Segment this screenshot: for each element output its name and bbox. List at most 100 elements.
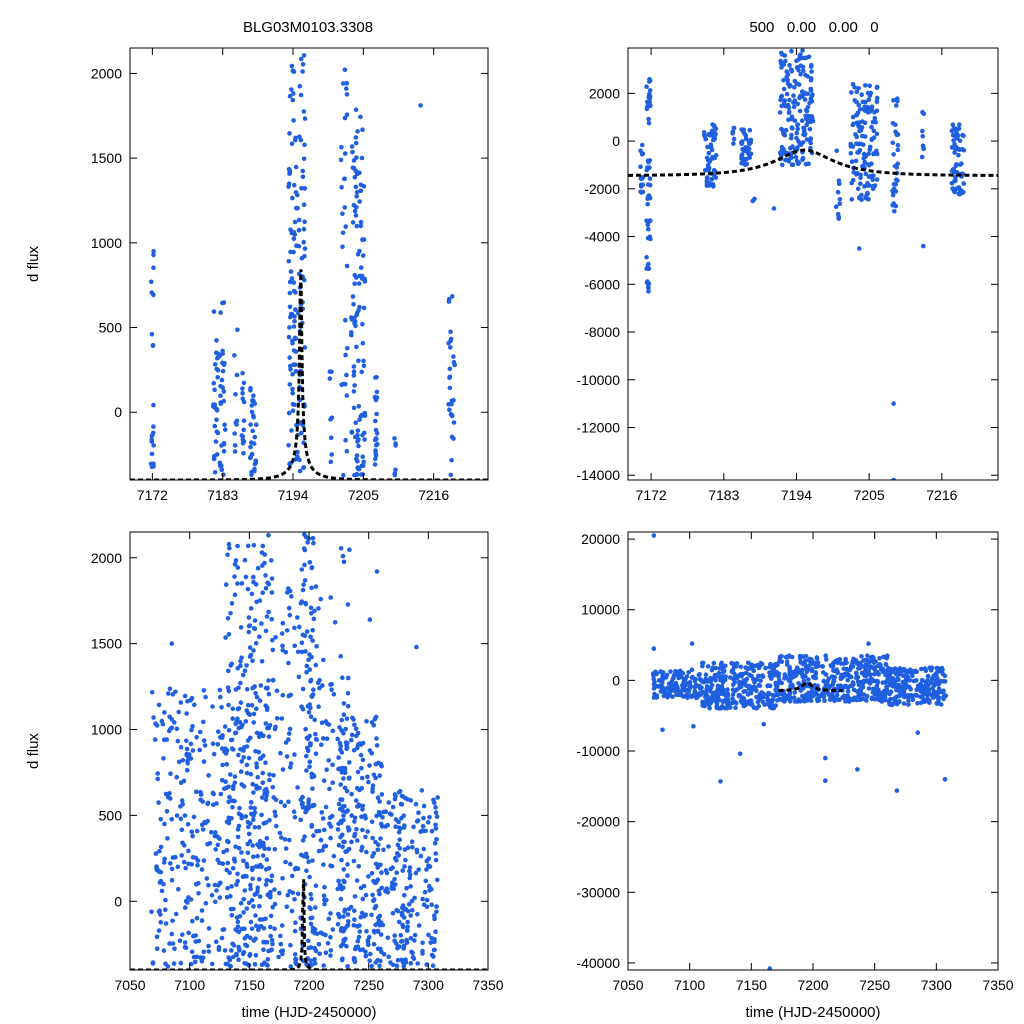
data-point	[273, 797, 279, 803]
data-point	[156, 702, 162, 708]
data-point	[374, 395, 380, 400]
data-point	[287, 461, 293, 467]
data-point	[359, 775, 365, 781]
data-point	[174, 813, 180, 818]
data-point	[808, 88, 814, 93]
data-point	[173, 689, 178, 695]
data-point	[314, 644, 319, 649]
data-point	[288, 367, 293, 372]
data-point	[234, 418, 240, 424]
data-point	[864, 678, 870, 683]
data-point	[940, 671, 946, 677]
data-point	[384, 870, 390, 876]
data-point	[169, 931, 175, 937]
data-point	[375, 441, 380, 447]
data-point	[291, 182, 297, 188]
x-tick-label: 7194	[277, 487, 308, 503]
data-point	[307, 560, 313, 565]
data-point	[951, 138, 956, 143]
data-point	[230, 954, 236, 960]
data-point	[218, 310, 223, 315]
data-point	[326, 758, 332, 763]
data-point	[330, 927, 336, 932]
data-point	[300, 587, 306, 593]
data-point	[432, 913, 437, 918]
data-point	[280, 692, 286, 698]
data-point	[160, 721, 166, 727]
data-point	[293, 349, 299, 354]
data-point	[307, 874, 312, 880]
data-point	[296, 244, 302, 249]
data-point	[412, 895, 417, 901]
data-point	[403, 857, 408, 863]
data-point	[246, 831, 252, 837]
data-point	[703, 672, 709, 677]
data-point	[890, 676, 895, 681]
data-point	[765, 695, 770, 701]
data-point	[934, 690, 939, 695]
data-point	[356, 404, 362, 409]
data-point	[739, 153, 744, 159]
data-point	[784, 662, 790, 667]
data-point	[291, 249, 296, 255]
data-point	[379, 763, 385, 769]
data-point	[787, 97, 792, 103]
data-point	[235, 827, 241, 832]
data-point	[855, 186, 861, 191]
data-point	[249, 403, 255, 408]
y-tick-label: 0	[114, 893, 122, 909]
data-point	[872, 672, 877, 677]
data-point	[907, 684, 912, 690]
data-point	[271, 773, 276, 778]
data-point	[749, 673, 754, 679]
data-point	[168, 796, 173, 801]
data-point	[241, 755, 246, 760]
data-point	[243, 942, 248, 948]
data-point	[233, 392, 238, 397]
data-point	[176, 709, 181, 715]
data-point	[322, 901, 327, 907]
data-point	[865, 90, 871, 96]
data-point	[238, 901, 244, 906]
data-point	[957, 162, 963, 167]
data-point	[302, 578, 308, 583]
data-point	[341, 559, 347, 565]
data-point	[411, 824, 416, 830]
data-point	[263, 721, 269, 726]
data-point	[168, 771, 173, 776]
data-point	[292, 897, 297, 902]
data-point	[709, 182, 715, 187]
data-point	[341, 776, 346, 781]
data-point	[190, 918, 195, 924]
data-point	[302, 116, 308, 121]
data-point	[342, 768, 348, 773]
data-point	[701, 130, 707, 135]
y-tick-label: -10000	[576, 743, 620, 759]
data-point	[686, 670, 691, 675]
data-point	[287, 290, 293, 296]
data-point	[733, 705, 738, 710]
data-point	[361, 459, 367, 465]
data-point	[272, 847, 278, 852]
data-point	[301, 582, 306, 587]
data-point	[715, 683, 721, 689]
data-point	[259, 550, 265, 555]
data-point	[354, 453, 360, 458]
data-point	[296, 217, 302, 223]
data-point	[961, 133, 966, 139]
x-tick-label: 7172	[137, 487, 168, 503]
data-point	[352, 917, 357, 922]
y-tick-label: -10000	[576, 372, 620, 388]
data-point	[309, 896, 314, 902]
data-point	[920, 143, 926, 149]
data-point	[862, 657, 868, 663]
data-point	[365, 940, 371, 945]
data-point	[373, 436, 379, 441]
data-point	[653, 683, 659, 689]
y-tick-label: -12000	[576, 419, 620, 435]
data-point	[255, 565, 261, 571]
data-point	[645, 284, 651, 290]
data-point	[808, 64, 814, 69]
data-point	[154, 934, 160, 940]
data-point	[890, 120, 896, 126]
